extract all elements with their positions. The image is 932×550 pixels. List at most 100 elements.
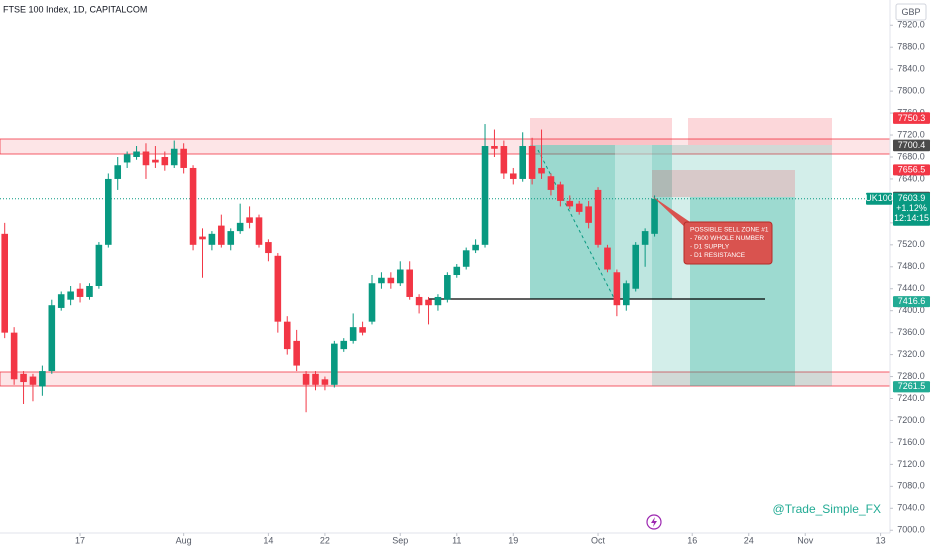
y-tick-label: 7200.0 [897, 415, 925, 425]
y-tick-label: 7720.0 [897, 129, 925, 139]
x-tick-label: Nov [797, 535, 814, 545]
x-tick-label: 11 [452, 535, 461, 545]
candle-body [462, 250, 470, 267]
candle-body [425, 299, 432, 306]
y-tick-label: 7880.0 [897, 42, 925, 52]
symbol-tag [866, 192, 892, 205]
y-tick-label: 7360.0 [897, 327, 925, 337]
candle-body [265, 242, 272, 254]
callout-box [683, 221, 773, 265]
candle-body [67, 291, 74, 300]
y-tick-label: 7680.0 [897, 151, 925, 161]
callout-pointer [652, 196, 690, 232]
candle-body [566, 200, 574, 207]
candle-body [453, 266, 461, 276]
candle-body [641, 231, 649, 245]
candle-body [406, 269, 413, 297]
callout-line: - D1 SUPPLY [690, 244, 730, 251]
last-price: 7603.9 [898, 193, 926, 203]
x-tick-label: 22 [320, 535, 330, 545]
candles [0, 124, 890, 413]
last-change: +1.12% [896, 203, 927, 213]
candle-body [519, 146, 526, 179]
candle-body [199, 236, 206, 240]
price-label-box [893, 112, 930, 124]
candle-body [29, 376, 37, 385]
chart-title: FTSE 100 Index, 1D, CAPITALCOM [3, 4, 147, 14]
x-tick-label: Sep [392, 535, 408, 545]
candle-body [547, 176, 555, 190]
target-zone-fade [615, 145, 672, 299]
candle-body [170, 148, 178, 166]
candle-body [331, 343, 338, 385]
candle-body [95, 244, 103, 286]
candle-body [623, 283, 630, 306]
y-tick-label: 7240.0 [897, 393, 925, 403]
price-label: 7656.5 [898, 164, 926, 174]
y-tick-label: 7440.0 [897, 283, 925, 293]
candle-body [472, 244, 479, 251]
candle-body [236, 222, 244, 232]
candle-body [500, 146, 508, 174]
candle-body [396, 269, 404, 284]
candle-body [528, 146, 536, 179]
candle-body [20, 373, 27, 383]
candle-body [227, 231, 235, 245]
candle-body [312, 373, 319, 385]
candle-body [349, 327, 357, 341]
x-tick-label: 14 [263, 535, 273, 545]
candle-body [340, 340, 348, 350]
candle-body [48, 305, 56, 372]
candle-body [10, 332, 18, 380]
candle-body [57, 294, 65, 308]
x-tick-label: 16 [687, 535, 697, 545]
stop-zone [652, 170, 795, 197]
y-tick-label: 7120.0 [897, 459, 925, 469]
y-tick-label: 7160.0 [897, 437, 925, 447]
candle-body [575, 203, 583, 212]
candle-body [293, 340, 300, 366]
y-tick-label: 7800.0 [897, 85, 925, 95]
price-label-box [893, 140, 930, 152]
price-label: 7416.6 [898, 296, 926, 306]
candle-body [123, 154, 131, 163]
candle-body [651, 198, 658, 234]
y-tick-label: 7080.0 [897, 481, 925, 491]
candle-body [321, 379, 329, 385]
candle-body [246, 217, 253, 223]
y-tick-label: 7000.0 [897, 525, 925, 535]
x-tick-label: Aug [176, 535, 192, 545]
price-label: 7750.3 [898, 113, 926, 123]
y-tick-label: 7640.0 [897, 173, 925, 183]
y-tick-label: 7400.0 [897, 305, 925, 315]
symbol-name: UK100 [865, 193, 893, 203]
candle-body [152, 159, 159, 163]
event-icon[interactable] [646, 514, 662, 530]
candle-body [302, 373, 310, 385]
candle-body [274, 255, 282, 322]
x-tick-label: Oct [591, 535, 606, 545]
time-axis: 17 Aug 14 22 Sep 11 19 Oct 16 24 Nov 13 [75, 533, 886, 545]
candle-body [142, 151, 150, 166]
x-tick-label: 17 [75, 535, 85, 545]
y-tick-label: 7320.0 [897, 349, 925, 359]
currency-box [895, 3, 927, 21]
candle-body [434, 296, 442, 306]
last-price-box [893, 192, 930, 226]
candle-body [632, 244, 640, 289]
candle-body [378, 277, 385, 284]
candle-body [133, 151, 140, 157]
candle-body [444, 275, 451, 300]
stop-zone [530, 118, 672, 145]
candle-body [481, 146, 489, 245]
candle-body [161, 156, 169, 166]
callout-text: POSSIBLE SELL ZONE #1- 7600 WHOLE NUMBER… [690, 227, 769, 260]
callout-line: - D1 RESISTANCE [690, 252, 746, 259]
watermark: @Trade_Simple_FX [773, 502, 881, 516]
price-labels: 7751.57750.37701.67700.47656.57606.67416… [865, 112, 930, 393]
candle-body [491, 146, 498, 149]
price-label: 7700.4 [898, 140, 926, 150]
trend-path [537, 149, 616, 301]
